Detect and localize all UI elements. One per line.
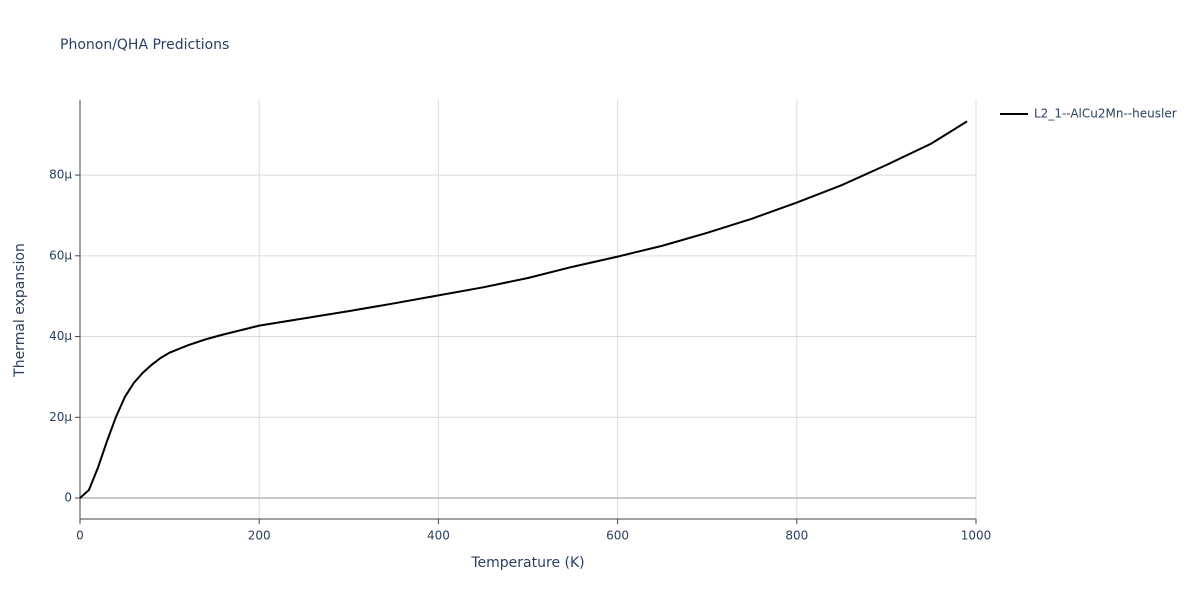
x-tick-label: 400 <box>427 529 450 543</box>
y-tick-label: 0 <box>64 491 72 505</box>
y-tick-label: 20μ <box>49 410 72 424</box>
x-tick-label: 800 <box>785 529 808 543</box>
y-tick-label: 40μ <box>49 329 72 343</box>
x-tick-label: 200 <box>248 529 271 543</box>
x-tick-label: 1000 <box>961 529 992 543</box>
x-axis-title: Temperature (K) <box>470 555 584 571</box>
y-tick-label: 60μ <box>49 248 72 262</box>
data-line <box>79 120 968 499</box>
y-tick-label: 80μ <box>49 168 72 182</box>
x-tick-label: 0 <box>76 529 84 543</box>
chart-title: Phonon/QHA Predictions <box>60 37 229 53</box>
x-tick-label: 600 <box>606 529 629 543</box>
legend-label: L2_1--AlCu2Mn--heusler <box>1034 107 1177 121</box>
y-axis-title: Thermal expansion <box>12 243 28 378</box>
